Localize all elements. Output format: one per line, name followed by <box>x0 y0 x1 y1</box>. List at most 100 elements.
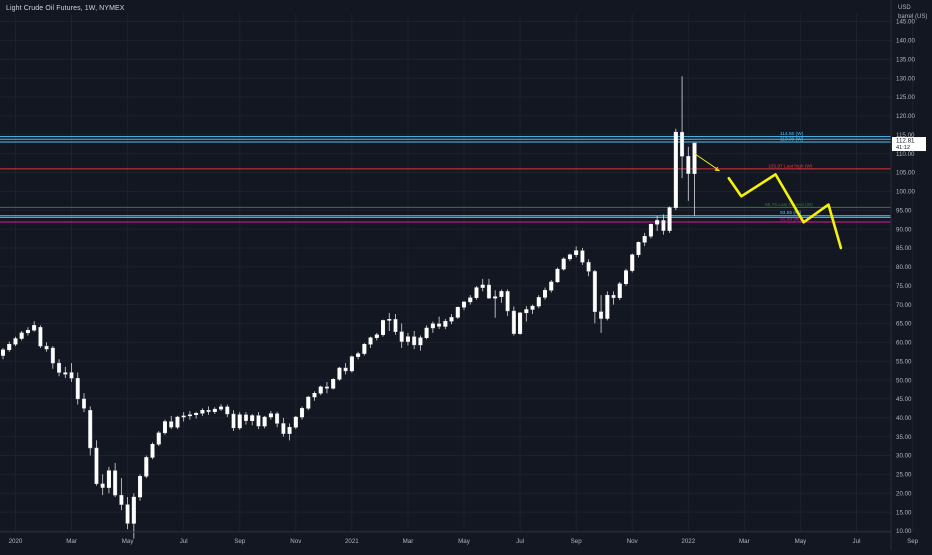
candle-down[interactable] <box>169 421 174 428</box>
candle-down[interactable] <box>412 336 417 346</box>
candle-down[interactable] <box>88 410 93 449</box>
candle-down[interactable] <box>399 331 404 342</box>
candle-up[interactable] <box>1 349 5 356</box>
candle-up[interactable] <box>25 330 30 334</box>
candle-down[interactable] <box>586 262 591 272</box>
candle-down[interactable] <box>206 410 211 412</box>
candle-up[interactable] <box>7 344 12 351</box>
candle-down[interactable] <box>57 362 62 373</box>
candle-up[interactable] <box>430 323 435 329</box>
price-axis-header[interactable]: USD barrel (US) <box>892 4 932 22</box>
candle-up[interactable] <box>692 142 697 174</box>
projection-path[interactable] <box>727 173 843 250</box>
candle-up[interactable] <box>381 320 386 335</box>
candle-down[interactable] <box>505 291 510 312</box>
candle-up[interactable] <box>636 242 641 255</box>
candle-down[interactable] <box>680 131 685 157</box>
candle-up[interactable] <box>200 410 205 414</box>
candle-up[interactable] <box>543 290 548 298</box>
candle-up[interactable] <box>673 131 678 208</box>
candle-down[interactable] <box>113 470 118 496</box>
candle-down[interactable] <box>324 386 329 389</box>
candle-up[interactable] <box>387 319 392 321</box>
candle-down[interactable] <box>243 414 248 422</box>
candle-up[interactable] <box>405 336 410 342</box>
candle-up[interactable] <box>362 344 367 354</box>
current-price-badge[interactable] <box>892 137 926 152</box>
candle-up[interactable] <box>156 432 161 445</box>
candle-down[interactable] <box>393 319 398 332</box>
candle-up[interactable] <box>212 408 217 412</box>
candle-up[interactable] <box>462 301 467 308</box>
candle-down[interactable] <box>275 413 280 424</box>
arrow-shaft[interactable] <box>694 153 720 172</box>
candle-up[interactable] <box>449 317 454 322</box>
candle-up[interactable] <box>287 427 292 434</box>
candle-up[interactable] <box>648 223 653 237</box>
candle-up[interactable] <box>318 386 323 394</box>
candle-down[interactable] <box>231 413 236 429</box>
candle-up[interactable] <box>356 353 361 357</box>
candle-up[interactable] <box>219 406 224 410</box>
candle-up[interactable] <box>312 393 317 398</box>
projection-drawing[interactable] <box>694 153 843 250</box>
candle-down[interactable] <box>100 483 105 488</box>
candle-down[interactable] <box>343 367 348 372</box>
candle-down[interactable] <box>592 271 597 312</box>
candle-up[interactable] <box>300 408 305 418</box>
candle-up[interactable] <box>549 281 554 291</box>
candle-down[interactable] <box>225 406 230 415</box>
candle-up[interactable] <box>605 294 610 319</box>
candle-up[interactable] <box>187 414 192 417</box>
candle-up[interactable] <box>331 379 336 389</box>
candle-up[interactable] <box>455 307 460 318</box>
candle-up[interactable] <box>480 284 485 288</box>
candle-up[interactable] <box>493 296 498 299</box>
candle-down[interactable] <box>511 310 516 334</box>
candle-up[interactable] <box>268 413 273 418</box>
candle-up[interactable] <box>624 270 629 285</box>
candle-up[interactable] <box>468 297 473 303</box>
candle-up[interactable] <box>181 415 186 418</box>
candle-up[interactable] <box>630 254 635 271</box>
time-axis[interactable]: 2020 Mar May Jul Sep Nov 2021 Mar May Jul Sep Nov 20… <box>0 531 919 545</box>
candle-up[interactable] <box>32 325 37 331</box>
candle-up[interactable] <box>13 338 18 345</box>
candle-down[interactable] <box>50 347 55 364</box>
candle-up[interactable] <box>131 496 136 524</box>
candle-up[interactable] <box>138 476 143 498</box>
candle-up[interactable] <box>555 268 560 283</box>
candle-down[interactable] <box>281 423 286 434</box>
candle-up[interactable] <box>106 470 111 488</box>
candle-down[interactable] <box>63 372 68 375</box>
candle-up[interactable] <box>567 254 572 260</box>
candle-up[interactable] <box>655 220 660 225</box>
candle-up[interactable] <box>574 250 579 255</box>
candle-up[interactable] <box>424 327 429 338</box>
candle-down[interactable] <box>44 345 49 350</box>
candle-up[interactable] <box>418 337 423 346</box>
candle-up[interactable] <box>518 312 523 334</box>
candle-down[interactable] <box>486 284 491 299</box>
candle-down[interactable] <box>119 494 124 505</box>
candle-down[interactable] <box>686 156 691 174</box>
candle-up[interactable] <box>474 287 479 298</box>
candle-down[interactable] <box>580 250 585 263</box>
candle-up[interactable] <box>374 334 379 338</box>
candle-up[interactable] <box>642 236 647 243</box>
price-axis[interactable]: 10.00 15.00 20.00 25.00 30.00 35.00 40.00 45.00… <box>890 0 926 550</box>
candle-up[interactable] <box>150 444 155 458</box>
candle-down[interactable] <box>661 220 666 231</box>
candle-up[interactable] <box>237 414 242 429</box>
candle-down[interactable] <box>94 447 99 485</box>
candle-up[interactable] <box>162 421 167 434</box>
candle-up[interactable] <box>144 457 149 477</box>
candle-down[interactable] <box>611 294 616 298</box>
candle-up[interactable] <box>561 258 566 270</box>
candle-down[interactable] <box>38 327 43 347</box>
candle-up[interactable] <box>349 356 354 372</box>
candle-up[interactable] <box>293 416 298 428</box>
candle-up[interactable] <box>667 207 672 231</box>
candle-down[interactable] <box>69 372 74 379</box>
candle-up[interactable] <box>337 367 342 380</box>
